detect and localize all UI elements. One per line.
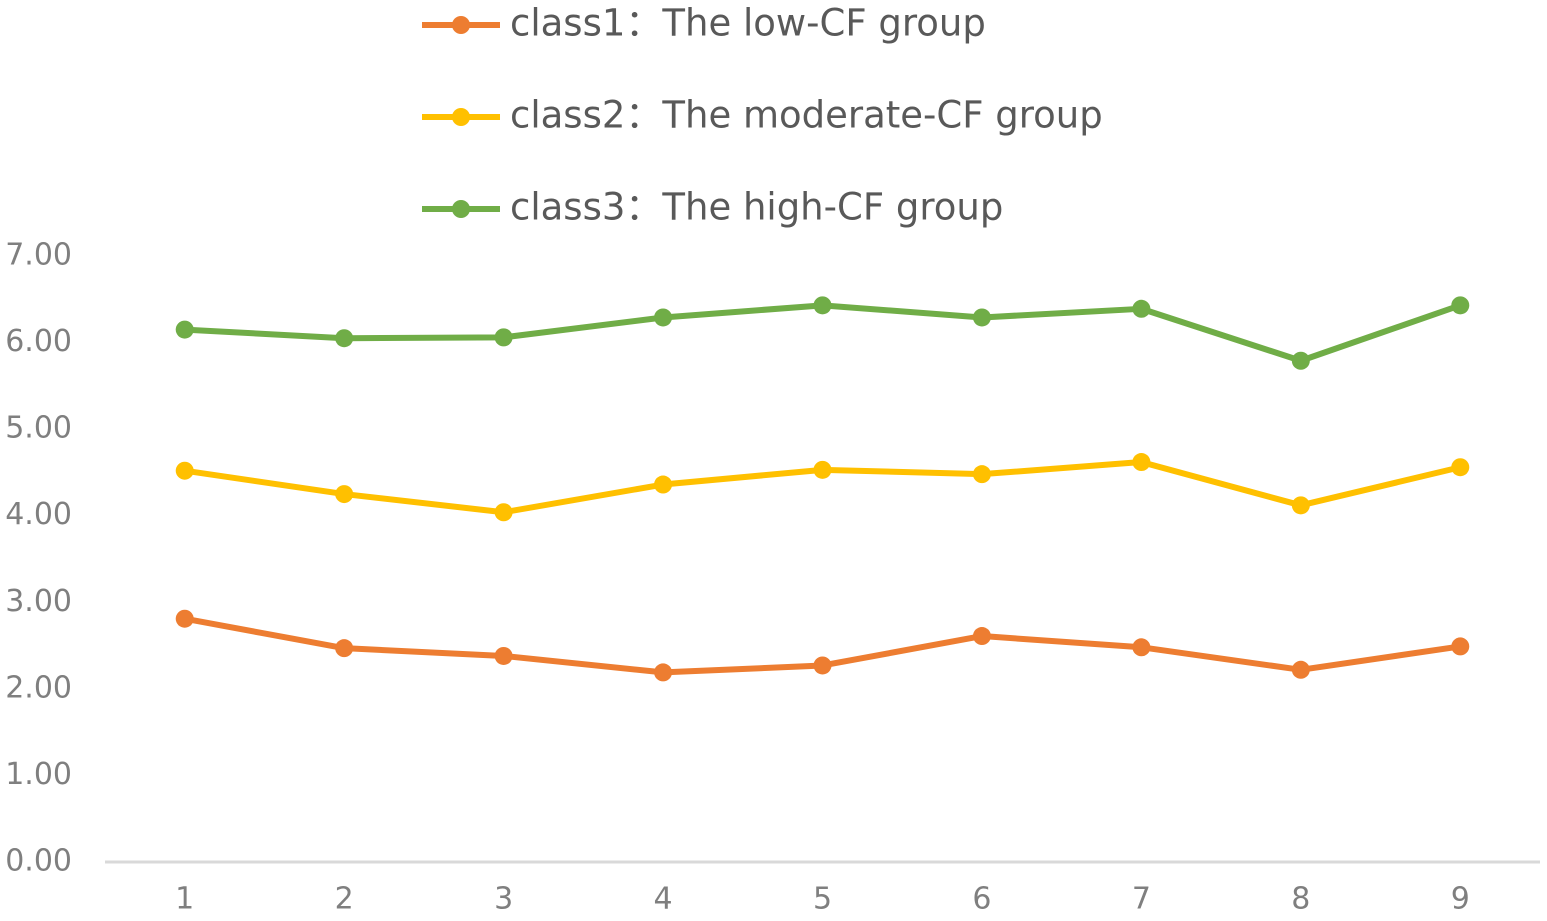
y-tick-label: 5.00 (5, 411, 72, 446)
y-tick-label: 7.00 (5, 238, 72, 273)
x-tick-label: 3 (494, 882, 513, 917)
data-point (654, 663, 673, 682)
legend-marker (452, 108, 470, 126)
data-point (1451, 296, 1470, 315)
data-point (494, 328, 513, 347)
legend-label: class1：The low-CF group (510, 2, 986, 45)
x-tick-label: 7 (1132, 882, 1151, 917)
data-point (813, 656, 832, 675)
data-point (1291, 351, 1310, 370)
y-tick-label: 6.00 (5, 324, 72, 359)
x-tick-label: 4 (654, 882, 673, 917)
legend-marker (452, 200, 470, 218)
data-point (654, 475, 673, 494)
data-point (335, 329, 354, 348)
x-tick-label: 8 (1291, 882, 1310, 917)
data-point (1132, 453, 1151, 472)
y-tick-label: 2.00 (5, 670, 72, 705)
data-point (335, 485, 354, 504)
y-tick-label: 3.00 (5, 584, 72, 619)
data-point (494, 646, 513, 665)
data-point (972, 627, 991, 646)
data-point (972, 465, 991, 484)
legend-label: class2：The moderate-CF group (510, 94, 1103, 137)
data-point (1451, 637, 1470, 656)
data-point (1291, 660, 1310, 679)
data-point (335, 639, 354, 658)
y-tick-label: 4.00 (5, 497, 72, 532)
x-tick-label: 5 (813, 882, 832, 917)
x-tick-label: 1 (175, 882, 194, 917)
data-point (1132, 638, 1151, 657)
data-point (813, 296, 832, 315)
data-point (175, 461, 194, 480)
y-tick-label: 1.00 (5, 757, 72, 792)
data-point (654, 308, 673, 327)
legend-label: class3：The high-CF group (510, 186, 1003, 229)
legend-marker (452, 16, 470, 34)
x-tick-label: 2 (335, 882, 354, 917)
data-point (1451, 458, 1470, 477)
data-point (494, 503, 513, 522)
data-point (175, 609, 194, 628)
x-tick-label: 9 (1451, 882, 1470, 917)
data-point (972, 308, 991, 327)
y-tick-label: 0.00 (5, 844, 72, 879)
data-point (1132, 299, 1151, 318)
data-point (175, 320, 194, 339)
x-tick-label: 6 (972, 882, 991, 917)
data-point (813, 460, 832, 479)
data-point (1291, 496, 1310, 515)
